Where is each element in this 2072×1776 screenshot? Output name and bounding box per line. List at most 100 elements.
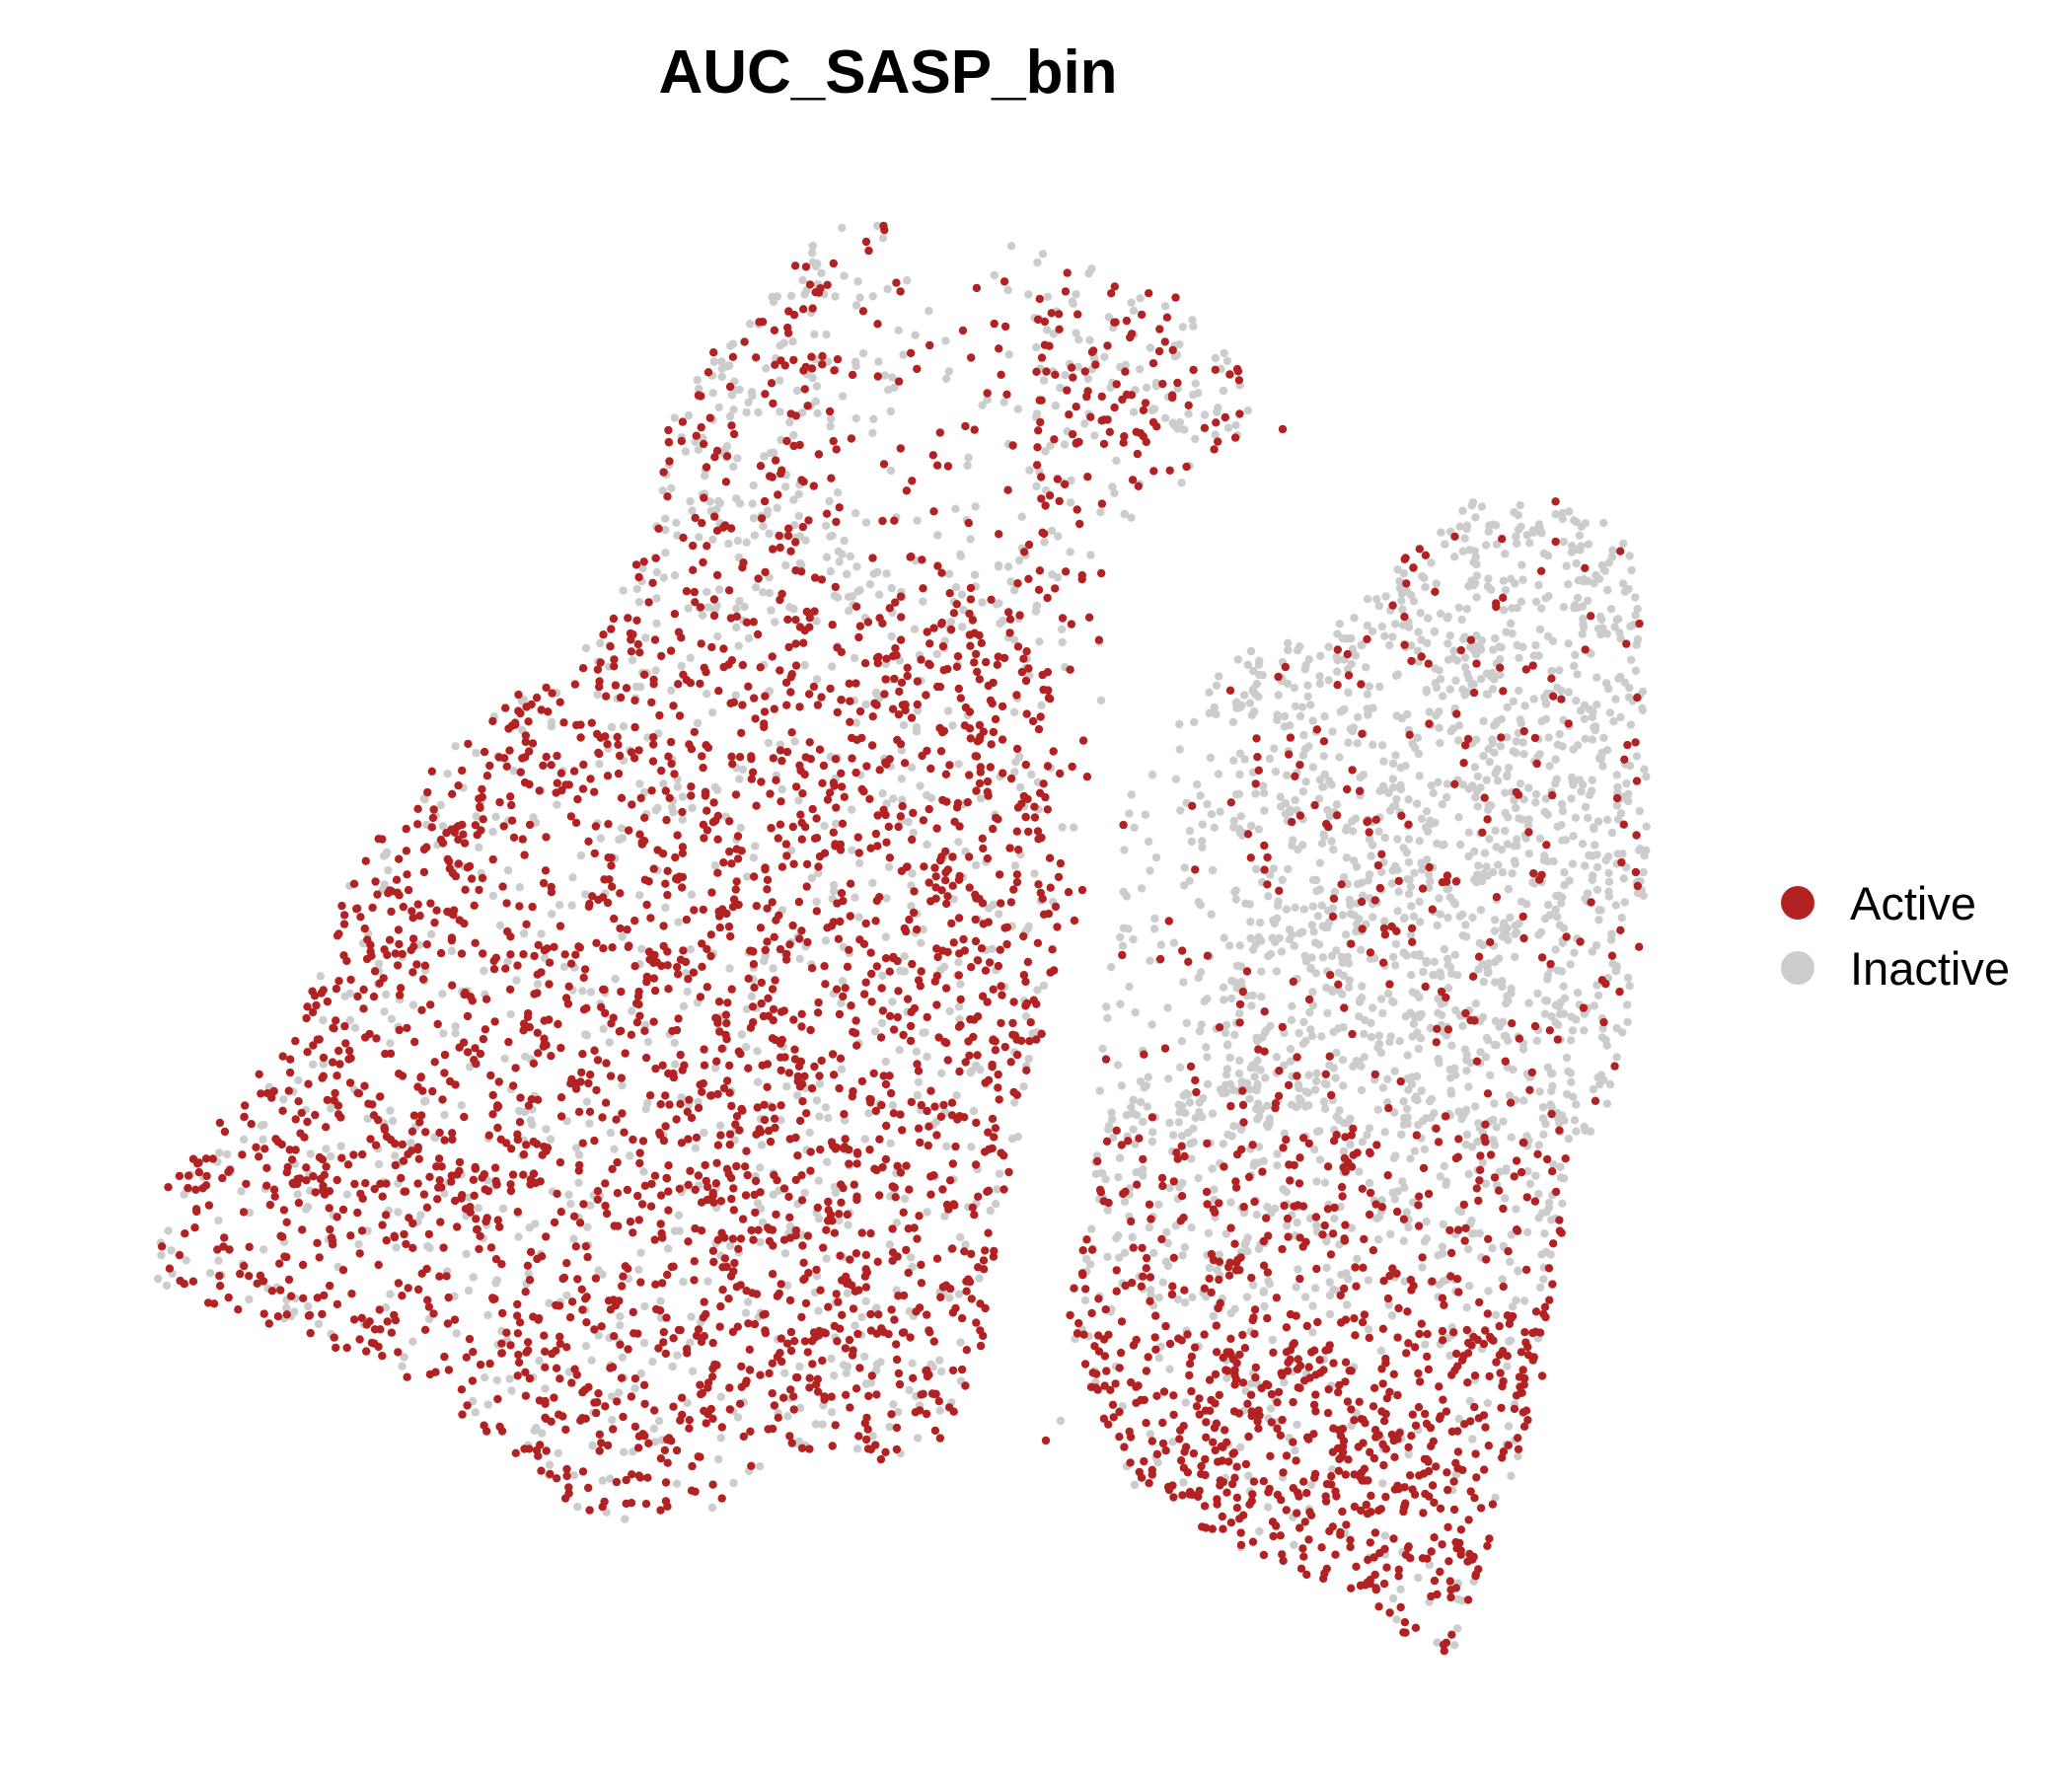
- point-active: [814, 450, 824, 459]
- point-inactive: [1399, 568, 1409, 578]
- point-inactive: [1490, 1099, 1499, 1108]
- point-inactive: [1385, 640, 1394, 650]
- point-active: [394, 1279, 404, 1288]
- point-inactive: [1240, 1240, 1249, 1249]
- point-inactive: [1404, 1085, 1413, 1094]
- point-inactive: [1344, 1274, 1353, 1284]
- point-active: [1073, 505, 1081, 514]
- point-active: [971, 936, 981, 946]
- point-inactive: [1455, 840, 1465, 850]
- point-inactive: [1460, 534, 1469, 543]
- point-inactive: [1215, 672, 1223, 681]
- point-inactive: [1485, 835, 1494, 844]
- point-inactive: [1520, 1296, 1529, 1305]
- point-inactive: [1567, 548, 1577, 556]
- point-inactive: [1592, 862, 1602, 872]
- point-active: [355, 1335, 364, 1344]
- point-active: [925, 1326, 933, 1335]
- point-inactive: [1476, 675, 1486, 684]
- point-active: [630, 722, 639, 732]
- point-active: [333, 931, 342, 940]
- point-active: [875, 614, 884, 623]
- point-inactive: [1478, 940, 1488, 950]
- point-inactive: [848, 805, 856, 814]
- point-inactive: [598, 1476, 607, 1485]
- point-inactive: [1567, 1012, 1577, 1021]
- point-inactive: [1506, 913, 1515, 923]
- point-inactive: [1304, 655, 1313, 664]
- point-inactive: [1148, 1128, 1157, 1137]
- point-active: [1122, 316, 1132, 326]
- point-active: [828, 621, 837, 629]
- point-inactive: [1446, 1089, 1456, 1098]
- point-inactive: [1594, 916, 1603, 925]
- point-inactive: [1338, 705, 1348, 715]
- point-active: [583, 1252, 592, 1262]
- point-inactive: [1514, 1451, 1522, 1461]
- point-inactive: [1454, 736, 1463, 745]
- point-active: [861, 237, 871, 247]
- point-inactive: [1559, 982, 1568, 991]
- point-active: [988, 1144, 997, 1153]
- point-active: [742, 618, 752, 627]
- point-inactive: [999, 398, 1008, 407]
- point-active: [735, 753, 745, 762]
- point-inactive: [1462, 669, 1472, 679]
- point-inactive: [1484, 968, 1493, 977]
- point-active: [275, 1259, 284, 1268]
- point-active: [839, 1183, 848, 1193]
- point-active: [513, 961, 522, 970]
- point-active: [240, 1261, 249, 1271]
- point-inactive: [919, 597, 927, 606]
- point-active: [795, 761, 804, 770]
- point-active: [445, 864, 454, 873]
- point-active: [608, 943, 617, 952]
- point-inactive: [1509, 697, 1518, 706]
- point-active: [640, 1026, 649, 1036]
- point-active: [481, 1217, 490, 1226]
- point-inactive: [1483, 582, 1493, 591]
- point-inactive: [1229, 756, 1238, 765]
- point-active: [881, 758, 890, 767]
- point-inactive: [1625, 761, 1635, 771]
- point-active: [1033, 443, 1042, 452]
- point-active: [672, 1115, 681, 1124]
- point-active: [890, 674, 899, 684]
- point-active: [737, 728, 746, 738]
- point-inactive: [1226, 1308, 1235, 1318]
- point-active: [492, 1180, 501, 1189]
- point-inactive: [709, 357, 718, 366]
- point-inactive: [1606, 605, 1616, 614]
- point-inactive: [813, 259, 822, 268]
- point-inactive: [1470, 646, 1479, 655]
- point-inactive: [820, 821, 829, 831]
- point-inactive: [853, 587, 862, 596]
- point-active: [908, 477, 917, 485]
- point-inactive: [888, 1101, 898, 1110]
- point-active: [673, 963, 682, 972]
- point-active: [1110, 318, 1119, 327]
- point-active: [897, 678, 907, 687]
- point-inactive: [1297, 703, 1307, 711]
- point-inactive: [1464, 1082, 1473, 1091]
- point-inactive: [779, 338, 788, 347]
- point-active: [333, 1213, 341, 1221]
- point-inactive: [1501, 788, 1510, 797]
- point-active: [790, 1045, 799, 1054]
- point-active: [651, 1064, 660, 1073]
- point-inactive: [1392, 794, 1401, 804]
- point-inactive: [759, 588, 768, 597]
- point-inactive: [703, 690, 711, 699]
- point-inactive: [1295, 711, 1305, 721]
- point-active: [741, 1191, 751, 1200]
- point-inactive: [1594, 574, 1604, 583]
- point-inactive: [868, 428, 877, 438]
- point-inactive: [1443, 639, 1452, 648]
- point-active: [831, 582, 840, 592]
- point-active: [888, 1224, 897, 1233]
- point-inactive: [670, 571, 680, 580]
- point-active: [685, 1095, 694, 1104]
- point-active: [498, 882, 507, 891]
- point-active: [979, 844, 988, 853]
- point-inactive: [1418, 571, 1427, 581]
